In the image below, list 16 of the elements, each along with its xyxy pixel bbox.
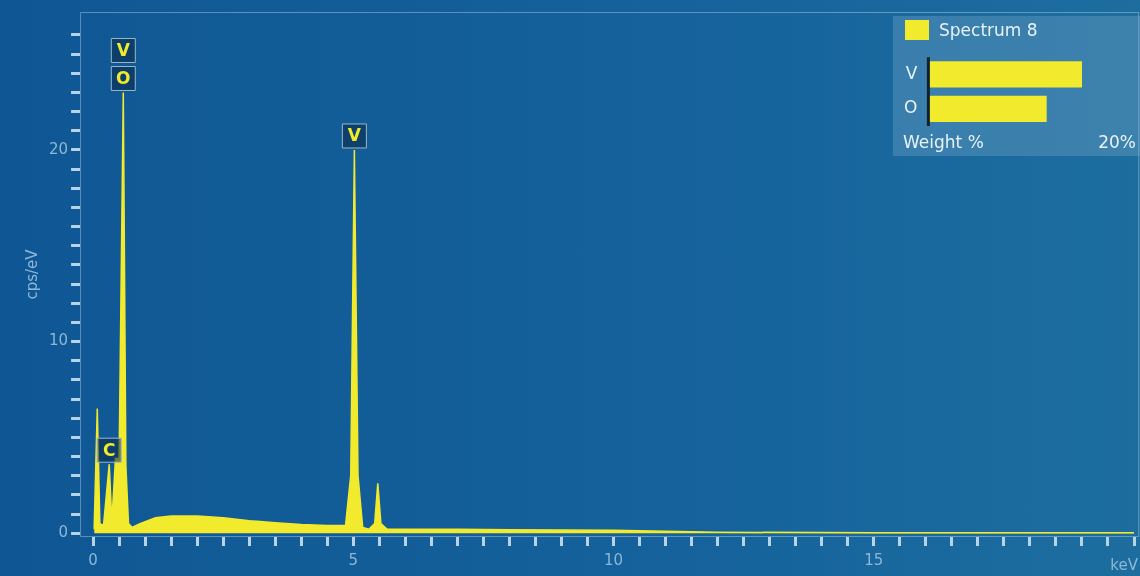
y-tick-label: 0 [58, 523, 69, 542]
x-axis-title: keV [1110, 556, 1139, 575]
annotation: V [116, 39, 131, 60]
x-tick-label: 15 [864, 550, 884, 569]
annotation: O [116, 67, 131, 88]
x-tick-label: 5 [348, 550, 359, 569]
annotation: 20% [1098, 131, 1136, 152]
legend-label: Spectrum 8 [939, 20, 1038, 40]
annotation: C [102, 439, 116, 460]
y-tick-label: 10 [48, 331, 69, 350]
annotation: V [347, 125, 362, 146]
x-tick-label: 10 [604, 550, 624, 569]
x-axis-title: Weight % [903, 131, 984, 152]
y-axis-title: cps/eV [22, 248, 41, 300]
x-tick-label: 0 [88, 550, 98, 569]
y-tick-label: 20 [48, 139, 69, 158]
